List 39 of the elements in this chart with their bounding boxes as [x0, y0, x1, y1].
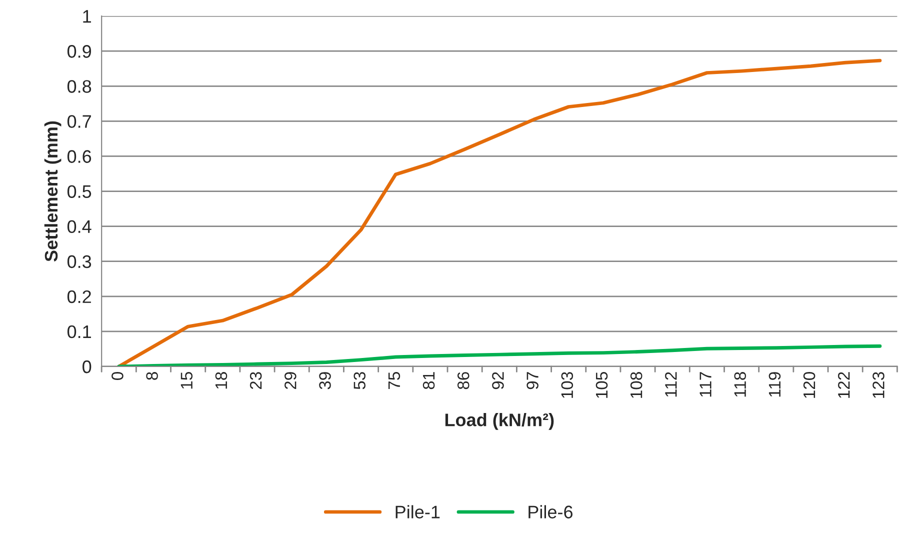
- y-tick-label: 0.7: [67, 115, 91, 128]
- y-tick-label: 0.3: [67, 255, 92, 268]
- y-tick-label: 0.1: [67, 325, 91, 338]
- line-series: [117, 58, 882, 366]
- line-series: [117, 344, 882, 366]
- x-tick-label: 81: [422, 372, 435, 390]
- x-tick-label: 23: [250, 372, 262, 390]
- x-tick-label: 112: [665, 372, 677, 397]
- y-tick-label: 0.5: [67, 185, 92, 198]
- y-tick-label: 0.4: [67, 220, 92, 234]
- x-tick-label: 8: [146, 372, 158, 380]
- x-tick-label: 103: [561, 372, 574, 398]
- x-tick-label: 86: [457, 372, 470, 390]
- x-tick-label: 105: [596, 372, 608, 398]
- x-tick-label: 15: [180, 372, 193, 389]
- y-tick-label: 0.2: [67, 290, 91, 304]
- x-tick-label: 29: [284, 372, 296, 390]
- x-tick-label: 18: [215, 372, 228, 389]
- x-tick-label: 118: [734, 372, 746, 397]
- x-tick-label: 123: [872, 372, 884, 398]
- x-tick-label: 119: [768, 372, 781, 397]
- x-tick-label: 117: [700, 372, 712, 397]
- y-tick-label: 1: [83, 10, 91, 23]
- y-tick-label: 0.9: [67, 45, 92, 58]
- y-tick-label: 0.8: [67, 80, 92, 93]
- x-tick-label: 53: [354, 372, 366, 390]
- x-tick-label: 39: [319, 372, 331, 390]
- x-tick-label: 0: [112, 372, 124, 380]
- x-tick-label: 75: [388, 372, 400, 390]
- x-tick-label: 97: [526, 372, 538, 390]
- x-tick-label: 120: [803, 372, 816, 398]
- legend-label: Pile-6: [528, 505, 573, 518]
- x-axis-title: Load (kN/m²): [445, 413, 554, 430]
- y-axis-title: Settlement (mm): [44, 121, 62, 262]
- y-tick-label: 0.6: [67, 150, 92, 163]
- x-tick-label: 108: [630, 372, 642, 398]
- x-tick-label: 122: [838, 372, 850, 398]
- x-tick-label: 92: [492, 372, 504, 390]
- legend-label: Pile-1: [396, 505, 440, 518]
